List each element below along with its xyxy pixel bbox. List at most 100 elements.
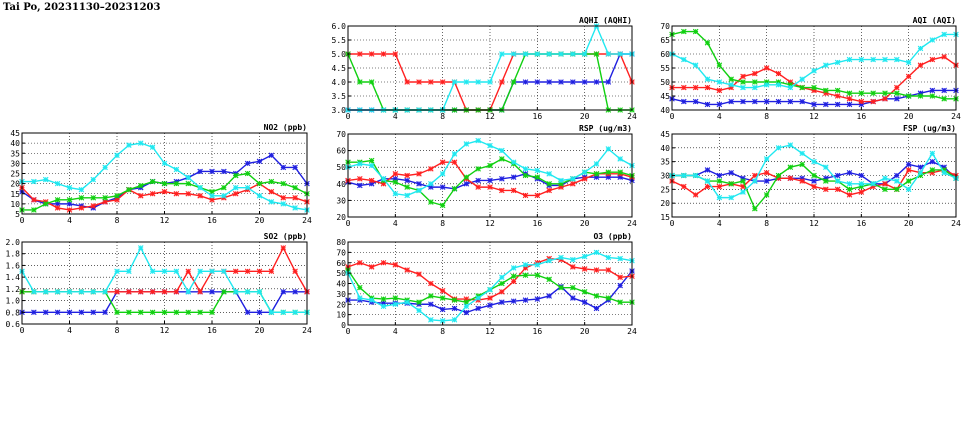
data-point [834, 59, 841, 66]
data-point [728, 82, 734, 88]
data-point [268, 188, 275, 195]
y-tick-label: 30 [10, 159, 20, 168]
data-point [704, 183, 711, 190]
data-point [463, 181, 470, 187]
data-point [428, 317, 434, 323]
data-point [593, 305, 600, 312]
y-tick-label: 45 [660, 92, 670, 101]
data-point [846, 101, 853, 108]
data-point [858, 98, 865, 105]
data-point [570, 79, 576, 85]
data-point [439, 79, 446, 85]
data-point [929, 167, 936, 173]
data-point [811, 178, 817, 184]
y-tick-label: 4.5 [332, 64, 347, 73]
x-tick-label: 4 [393, 219, 398, 228]
x-tick-label: 0 [346, 219, 351, 228]
data-point [197, 288, 203, 295]
data-point [126, 186, 132, 193]
y-tick-label: 20 [336, 213, 346, 222]
data-point [799, 150, 805, 157]
data-point [114, 268, 120, 275]
data-point [752, 98, 758, 105]
y-tick-label: 1.0 [6, 297, 21, 306]
x-tick-label: 0 [20, 216, 25, 225]
y-tick-label: 20 [336, 300, 346, 309]
data-point [66, 184, 73, 191]
data-point [929, 37, 936, 43]
data-point [811, 101, 817, 108]
data-point [368, 297, 375, 303]
data-point [149, 309, 156, 316]
data-point [357, 182, 363, 189]
series-line [669, 31, 959, 91]
x-tick-label: 4 [393, 327, 398, 336]
data-point [428, 181, 434, 187]
x-tick-label: 16 [857, 112, 867, 121]
y-tick-label: 5.0 [332, 50, 347, 59]
y-tick-label: 40 [660, 144, 670, 153]
x-tick-label: 20 [255, 216, 265, 225]
data-point [787, 84, 794, 91]
data-point [54, 197, 61, 203]
data-point [292, 309, 298, 316]
data-point [752, 70, 758, 77]
x-tick-label: 20 [580, 327, 590, 336]
data-point [522, 272, 529, 278]
data-point [740, 84, 746, 91]
data-point [811, 158, 817, 165]
data-point [617, 282, 623, 289]
x-tick-label: 4 [717, 112, 722, 121]
data-point [268, 268, 275, 275]
data-point [439, 171, 446, 177]
data-point [416, 307, 422, 314]
data-point [534, 167, 541, 174]
data-point [510, 174, 517, 180]
data-point [380, 51, 387, 57]
y-tick-label: 80 [336, 238, 346, 247]
data-point [692, 192, 699, 198]
data-point [102, 164, 108, 171]
x-tick-label: 0 [346, 112, 351, 121]
data-point [173, 309, 180, 316]
data-point [740, 73, 746, 80]
data-point [475, 295, 481, 301]
data-point [581, 289, 588, 295]
data-point [941, 54, 947, 60]
data-point [546, 79, 552, 85]
data-point [380, 296, 387, 302]
y-tick-label: 35 [660, 158, 670, 167]
data-point [280, 309, 287, 316]
data-point [499, 274, 505, 281]
data-point [487, 79, 493, 85]
x-tick-label: 0 [346, 327, 351, 336]
data-point [775, 70, 782, 77]
data-point [114, 288, 120, 295]
data-point [846, 56, 853, 63]
data-point [380, 176, 387, 182]
chart-title: AQHI (AQHI) [579, 16, 632, 25]
data-point [463, 141, 470, 147]
data-point [256, 309, 263, 316]
data-point [704, 40, 711, 46]
x-tick-label: 0 [670, 112, 675, 121]
y-tick-label: 0 [341, 321, 346, 330]
data-point [704, 101, 711, 108]
data-point [763, 192, 770, 198]
x-tick-label: 16 [533, 112, 543, 121]
data-point [137, 288, 144, 295]
data-point [232, 184, 239, 191]
series-line [345, 159, 635, 199]
data-point [728, 181, 734, 187]
data-point [368, 162, 375, 169]
data-point [692, 98, 699, 105]
data-point [941, 169, 947, 176]
data-point [799, 161, 805, 168]
data-point [499, 289, 505, 295]
data-point [368, 264, 375, 270]
data-point [463, 174, 470, 180]
page-title: Tai Po, 20231130–20231203 [3, 2, 161, 13]
data-point [126, 309, 132, 316]
data-point [161, 188, 168, 195]
